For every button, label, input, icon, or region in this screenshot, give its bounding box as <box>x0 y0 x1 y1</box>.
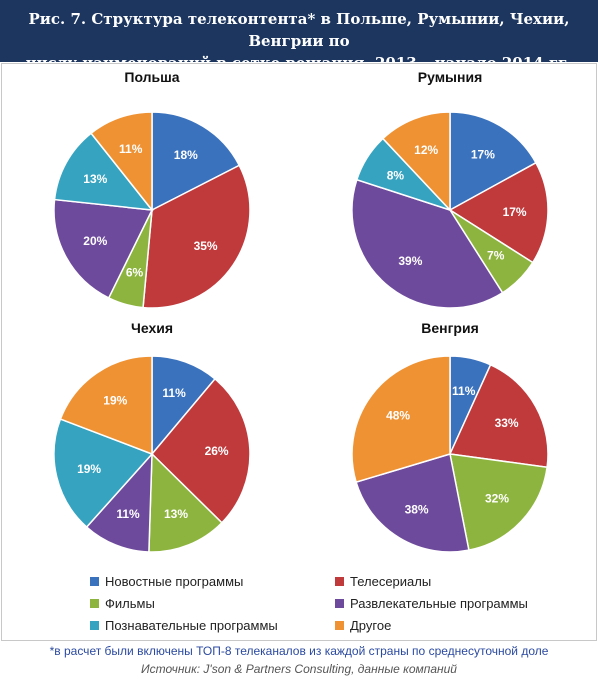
slice-value-label: 20% <box>83 234 107 248</box>
pie-title: Чехия <box>131 320 173 336</box>
pie-slice-новостные-программы <box>151 111 241 212</box>
slice-value-label: 19% <box>103 394 127 408</box>
slice-value-label: 7% <box>487 249 505 263</box>
pie-slice-новостные-программы <box>151 355 217 457</box>
figure-title-line-1: Рис. 7. Структура телеконтента* в Польше… <box>28 10 570 50</box>
source-note: Источник: J'son & Partners Consulting, д… <box>141 662 457 676</box>
legend-item: Познавательные программы <box>90 615 278 635</box>
pie-3: Чехия 11% 26% 13% 11% 19% 19% <box>53 320 251 553</box>
slice-value-label: 38% <box>405 502 429 516</box>
legend-label: Телесериалы <box>350 573 432 589</box>
legend-label: Фильмы <box>105 595 155 611</box>
legend-swatch <box>335 598 344 608</box>
slice-value-label: 19% <box>77 462 101 476</box>
pie-slice-телесериалы <box>150 377 251 524</box>
pie-title: Румыния <box>418 69 482 85</box>
pie-slice-развлекательные-программы <box>53 198 154 299</box>
slice-value-label: 11% <box>116 507 140 521</box>
pie-slice-телесериалы <box>448 363 549 469</box>
legend-label: Другое <box>350 617 392 633</box>
footnote: *в расчет были включены ТОП-8 телеканало… <box>49 644 549 658</box>
pie-charts: Польша 18% 35% 6% 20% 13% 11% Румыния 17% 17% 7% 39… <box>53 69 549 553</box>
slice-value-label: 13% <box>83 172 107 186</box>
pie-slice-фильмы <box>148 452 223 553</box>
slice-value-label: 48% <box>386 408 410 422</box>
pie-slice-развлекательные-программы <box>355 453 470 553</box>
pie-1: Польша 18% 35% 6% 20% 13% 11% <box>53 69 251 309</box>
slice-value-label: 12% <box>414 143 438 157</box>
slice-value-label: 17% <box>471 147 495 161</box>
pie-slice-новостные-программы <box>449 111 537 212</box>
slice-value-label: 11% <box>119 142 143 156</box>
pie-title: Венгрия <box>421 320 479 336</box>
slice-value-label: 8% <box>387 168 405 182</box>
legend-item: Фильмы <box>90 593 155 613</box>
legend: Новостные программы Телесериалы Фильмы Разв… <box>90 571 560 639</box>
pie-2: Румыния 17% 17% 7% 39% 8% 12% <box>351 69 549 309</box>
legend-swatch <box>335 576 344 586</box>
pie-slice-развлекательные-программы <box>351 178 504 309</box>
pie-slice-телесериалы <box>142 164 251 309</box>
legend-label: Новостные программы <box>105 573 244 589</box>
pie-slice-другое <box>351 355 451 484</box>
pie-slice-другое <box>59 355 153 456</box>
pie-slice-развлекательные-программы <box>85 451 153 553</box>
slice-value-label: 39% <box>398 254 422 268</box>
pie-slice-познавательные-программы <box>53 132 154 211</box>
legend-swatch <box>90 598 99 608</box>
legend-item: Новостные программы <box>90 571 243 591</box>
legend-swatch <box>335 620 344 630</box>
pie-4: Венгрия 11% 33% 32% 38% 48% <box>351 320 549 553</box>
slice-value-label: 11% <box>452 384 476 398</box>
legend-item: Развлекательные программы <box>335 593 528 613</box>
slice-value-label: 35% <box>194 239 218 253</box>
pie-slice-телесериалы <box>448 161 549 264</box>
legend-item: Другое <box>335 615 391 635</box>
slice-value-label: 18% <box>174 148 198 162</box>
legend-item: Телесериалы <box>335 571 431 591</box>
slice-value-label: 26% <box>205 444 229 458</box>
pie-slice-познавательные-программы <box>53 418 154 529</box>
slice-value-label: 17% <box>503 205 527 219</box>
legend-label: Познавательные программы <box>105 617 278 633</box>
figure-title: Рис. 7. Структура телеконтента* в Польше… <box>0 0 598 72</box>
slice-value-label: 6% <box>126 265 144 279</box>
pie-title: Польша <box>124 69 179 85</box>
legend-swatch <box>90 620 99 630</box>
slice-value-label: 33% <box>495 416 519 430</box>
pie-slice-фильмы <box>449 453 548 552</box>
legend-swatch <box>90 576 99 586</box>
slice-value-label: 11% <box>162 386 186 400</box>
legend-label: Развлекательные программы <box>350 595 528 611</box>
pie-slice-другое <box>90 111 153 213</box>
slice-value-label: 32% <box>485 491 509 505</box>
pie-slice-другое <box>381 111 451 212</box>
slice-value-label: 13% <box>164 507 188 521</box>
